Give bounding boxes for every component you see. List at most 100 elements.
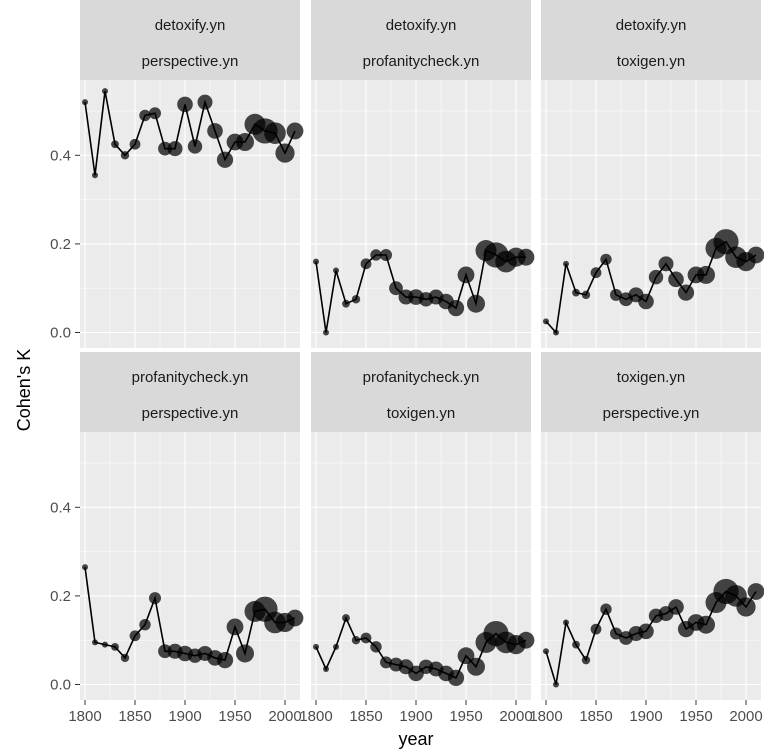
data-point bbox=[177, 96, 193, 113]
data-point bbox=[342, 614, 350, 622]
facet-panel: toxigen.yn perspective.yn bbox=[541, 352, 764, 700]
facet-strip-label-top: profanitycheck.yn bbox=[132, 369, 249, 386]
data-point bbox=[82, 564, 88, 571]
data-point bbox=[553, 681, 559, 688]
facet-strip-label-top: detoxify.yn bbox=[386, 17, 457, 34]
data-point bbox=[226, 618, 244, 636]
data-point bbox=[389, 281, 403, 296]
x-tick-label: 2000 bbox=[268, 708, 301, 725]
facet-panel: detoxify.yn toxigen.yn bbox=[541, 0, 764, 348]
data-point bbox=[600, 253, 612, 266]
data-point bbox=[129, 138, 141, 150]
data-point bbox=[600, 603, 612, 615]
data-point bbox=[286, 609, 304, 627]
y-tick-label: 0.0 bbox=[50, 676, 71, 693]
data-point bbox=[333, 267, 339, 274]
facet-strip-label-bottom: perspective.yn bbox=[142, 405, 239, 422]
data-point bbox=[82, 99, 88, 106]
panel-background bbox=[311, 80, 531, 348]
data-point bbox=[351, 295, 361, 304]
data-point bbox=[590, 623, 602, 635]
facet-strip bbox=[80, 352, 300, 432]
data-point bbox=[149, 592, 161, 605]
data-point bbox=[323, 665, 329, 672]
facet-panels: detoxify.yn perspective.yn detoxify.yn prof… bbox=[80, 0, 764, 700]
data-point bbox=[590, 267, 602, 279]
data-point bbox=[92, 639, 98, 646]
data-point bbox=[581, 655, 591, 665]
x-tick-label: 1900 bbox=[629, 708, 662, 725]
data-point bbox=[447, 300, 465, 317]
x-tick-label: 1900 bbox=[168, 708, 201, 725]
data-point bbox=[342, 299, 350, 308]
data-point bbox=[638, 293, 654, 310]
data-point bbox=[610, 627, 622, 640]
data-point bbox=[129, 630, 141, 642]
y-axis-title: Cohen's K bbox=[14, 349, 34, 432]
data-point bbox=[581, 290, 591, 300]
data-point bbox=[102, 641, 108, 648]
facet-panel: detoxify.yn profanitycheck.yn bbox=[311, 0, 535, 348]
facet-strip-label-bottom: profanitycheck.yn bbox=[363, 53, 480, 70]
y-tick-label: 0.4 bbox=[50, 147, 71, 164]
facet-panel: profanitycheck.yn perspective.yn bbox=[80, 352, 304, 700]
data-point bbox=[747, 583, 764, 600]
x-tick-label: 1800 bbox=[68, 708, 101, 725]
data-point bbox=[120, 653, 130, 663]
data-point bbox=[313, 643, 319, 650]
data-point bbox=[92, 172, 98, 179]
data-point bbox=[543, 648, 549, 655]
facet-strip-label-top: detoxify.yn bbox=[616, 17, 687, 34]
y-tick-label: 0.2 bbox=[50, 236, 71, 253]
data-point bbox=[747, 246, 764, 264]
data-point bbox=[351, 635, 361, 645]
data-point bbox=[360, 258, 372, 270]
facet-strip-label-top: detoxify.yn bbox=[155, 17, 226, 34]
facet-strip-label-top: profanitycheck.yn bbox=[363, 369, 480, 386]
x-tick-label: 1850 bbox=[579, 708, 612, 725]
data-point bbox=[697, 265, 715, 284]
data-point bbox=[380, 656, 392, 669]
data-point bbox=[638, 623, 654, 640]
x-tick-label: 1850 bbox=[349, 708, 382, 725]
data-point bbox=[467, 294, 485, 313]
data-point bbox=[197, 94, 213, 110]
x-tick-label: 1950 bbox=[679, 708, 712, 725]
x-tick-label: 1950 bbox=[449, 708, 482, 725]
facet-strip bbox=[311, 352, 531, 432]
data-point bbox=[286, 122, 304, 140]
facet-panel: profanitycheck.yn toxigen.yn bbox=[311, 352, 535, 700]
data-point bbox=[275, 143, 295, 163]
data-point bbox=[149, 107, 161, 120]
data-point bbox=[120, 151, 130, 160]
data-point bbox=[668, 599, 684, 615]
data-point bbox=[187, 139, 203, 154]
data-point bbox=[648, 269, 664, 285]
data-point bbox=[139, 618, 151, 631]
panel-background bbox=[541, 80, 761, 348]
data-point bbox=[167, 141, 183, 157]
panel-background bbox=[541, 432, 761, 700]
data-point bbox=[370, 641, 382, 653]
data-point bbox=[370, 249, 382, 261]
y-tick-label: 0.0 bbox=[50, 324, 71, 341]
x-tick-label: 2000 bbox=[729, 708, 762, 725]
data-point bbox=[380, 248, 392, 261]
x-tick-label: 1800 bbox=[529, 708, 562, 725]
data-point bbox=[139, 109, 151, 122]
y-tick-label: 0.4 bbox=[50, 499, 71, 516]
x-tick-label: 1900 bbox=[399, 708, 432, 725]
data-point bbox=[111, 140, 119, 149]
data-point bbox=[447, 669, 465, 686]
data-point bbox=[216, 652, 234, 669]
data-point bbox=[264, 122, 286, 144]
data-point bbox=[677, 284, 695, 301]
facet-strip bbox=[541, 352, 761, 432]
x-tick-label: 1800 bbox=[299, 708, 332, 725]
data-point bbox=[360, 632, 372, 644]
facet-strip bbox=[80, 0, 300, 80]
data-point bbox=[457, 266, 475, 284]
x-tick-label: 1850 bbox=[118, 708, 151, 725]
